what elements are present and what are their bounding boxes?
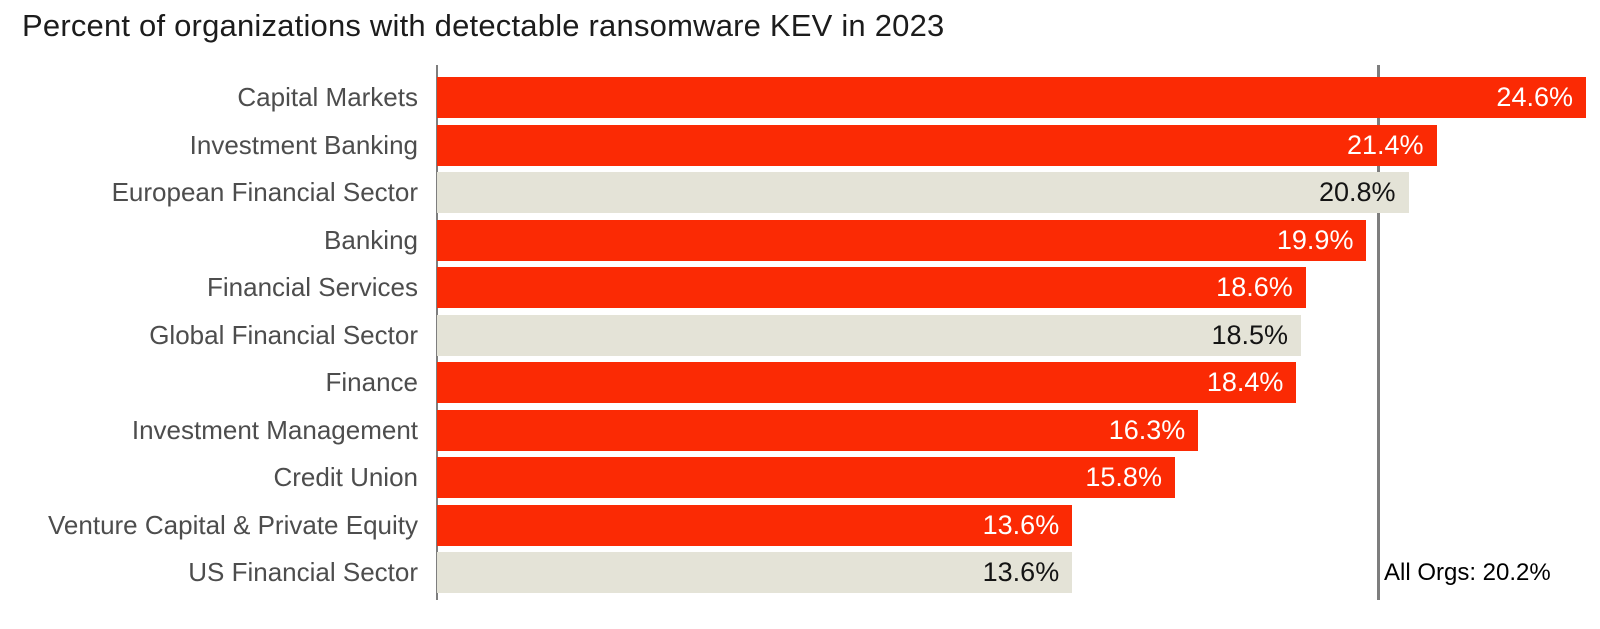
category-label: Banking (324, 224, 418, 255)
reference-line-label: All Orgs: 20.2% (1384, 559, 1551, 586)
bar: 18.6% (437, 267, 1306, 308)
category-label: Investment Management (131, 414, 418, 445)
bar-row: Investment Banking 21.4% (0, 124, 1600, 166)
value-label: 15.8% (1085, 462, 1162, 492)
bar: 18.4% (437, 362, 1297, 403)
bar-row: Venture Capital & Private Equity 13.6% (0, 504, 1600, 546)
value-label: 21.4% (1346, 129, 1424, 160)
category-label: Capital Markets (237, 82, 418, 112)
chart-title: Percent of organizations with detectable… (22, 8, 945, 43)
category-label: Venture Capital & Private Equity (48, 509, 418, 540)
bar-track: 18.6% (437, 267, 1600, 308)
bar-track: 18.5% (437, 314, 1600, 356)
value-label: 13.6% (982, 557, 1060, 587)
value-label: 18.4% (1206, 367, 1284, 397)
bar: 19.9% (437, 219, 1367, 261)
bar: 24.6% (437, 77, 1586, 118)
category-label: Investment Banking (189, 129, 418, 160)
bar-track: 16.3% (437, 409, 1600, 451)
value-label: 16.3% (1108, 414, 1186, 445)
bar-track: 13.6% (437, 504, 1600, 546)
bar: 20.8% (437, 172, 1409, 213)
bar-row: Financial Services 18.6% (0, 267, 1600, 308)
bar-track: 24.6% (437, 77, 1600, 118)
bar-row: Credit Union 15.8% (0, 457, 1600, 498)
category-label: Global Financial Sector (149, 319, 418, 350)
value-label: 24.6% (1496, 82, 1573, 112)
bar: 18.5% (437, 314, 1302, 356)
bar: 21.4% (437, 124, 1437, 166)
category-label: European Financial Sector (111, 177, 418, 207)
bar: 13.6% (437, 552, 1073, 593)
category-label: Financial Services (207, 272, 418, 302)
bar-track: 20.8% (437, 172, 1600, 213)
category-label: US Financial Sector (188, 557, 418, 587)
value-label: 13.6% (982, 509, 1060, 540)
bar-row: Global Financial Sector 18.5% (0, 314, 1600, 356)
bar-track: 21.4% (437, 124, 1600, 166)
bar-row: European Financial Sector 20.8% (0, 172, 1600, 213)
plot-area: Capital Markets 24.6% Investment Banking… (0, 65, 1600, 600)
category-label: Finance (325, 367, 419, 397)
value-label: 18.6% (1216, 272, 1293, 302)
reference-line (1377, 65, 1380, 600)
bar-row: Capital Markets 24.6% (0, 77, 1600, 118)
bar-rows: Capital Markets 24.6% Investment Banking… (0, 77, 1600, 593)
bar: 13.6% (437, 504, 1073, 546)
bar-row: Investment Management 16.3% (0, 409, 1600, 451)
bar-row: Banking 19.9% (0, 219, 1600, 261)
value-label: 19.9% (1276, 224, 1354, 255)
bar-track: 15.8% (437, 457, 1600, 498)
bar-track: 18.4% (437, 362, 1600, 403)
value-label: 18.5% (1211, 319, 1289, 350)
value-label: 20.8% (1318, 177, 1396, 207)
bar: 16.3% (437, 409, 1199, 451)
bar-track: 19.9% (437, 219, 1600, 261)
bar-row: US Financial Sector 13.6% (0, 552, 1600, 593)
bar-row: Finance 18.4% (0, 362, 1600, 403)
bar: 15.8% (437, 457, 1175, 498)
bar-track: 13.6% (437, 552, 1600, 593)
category-label: Credit Union (273, 462, 418, 492)
